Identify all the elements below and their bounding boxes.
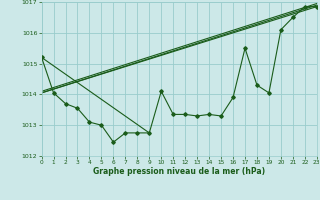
X-axis label: Graphe pression niveau de la mer (hPa): Graphe pression niveau de la mer (hPa) <box>93 167 265 176</box>
